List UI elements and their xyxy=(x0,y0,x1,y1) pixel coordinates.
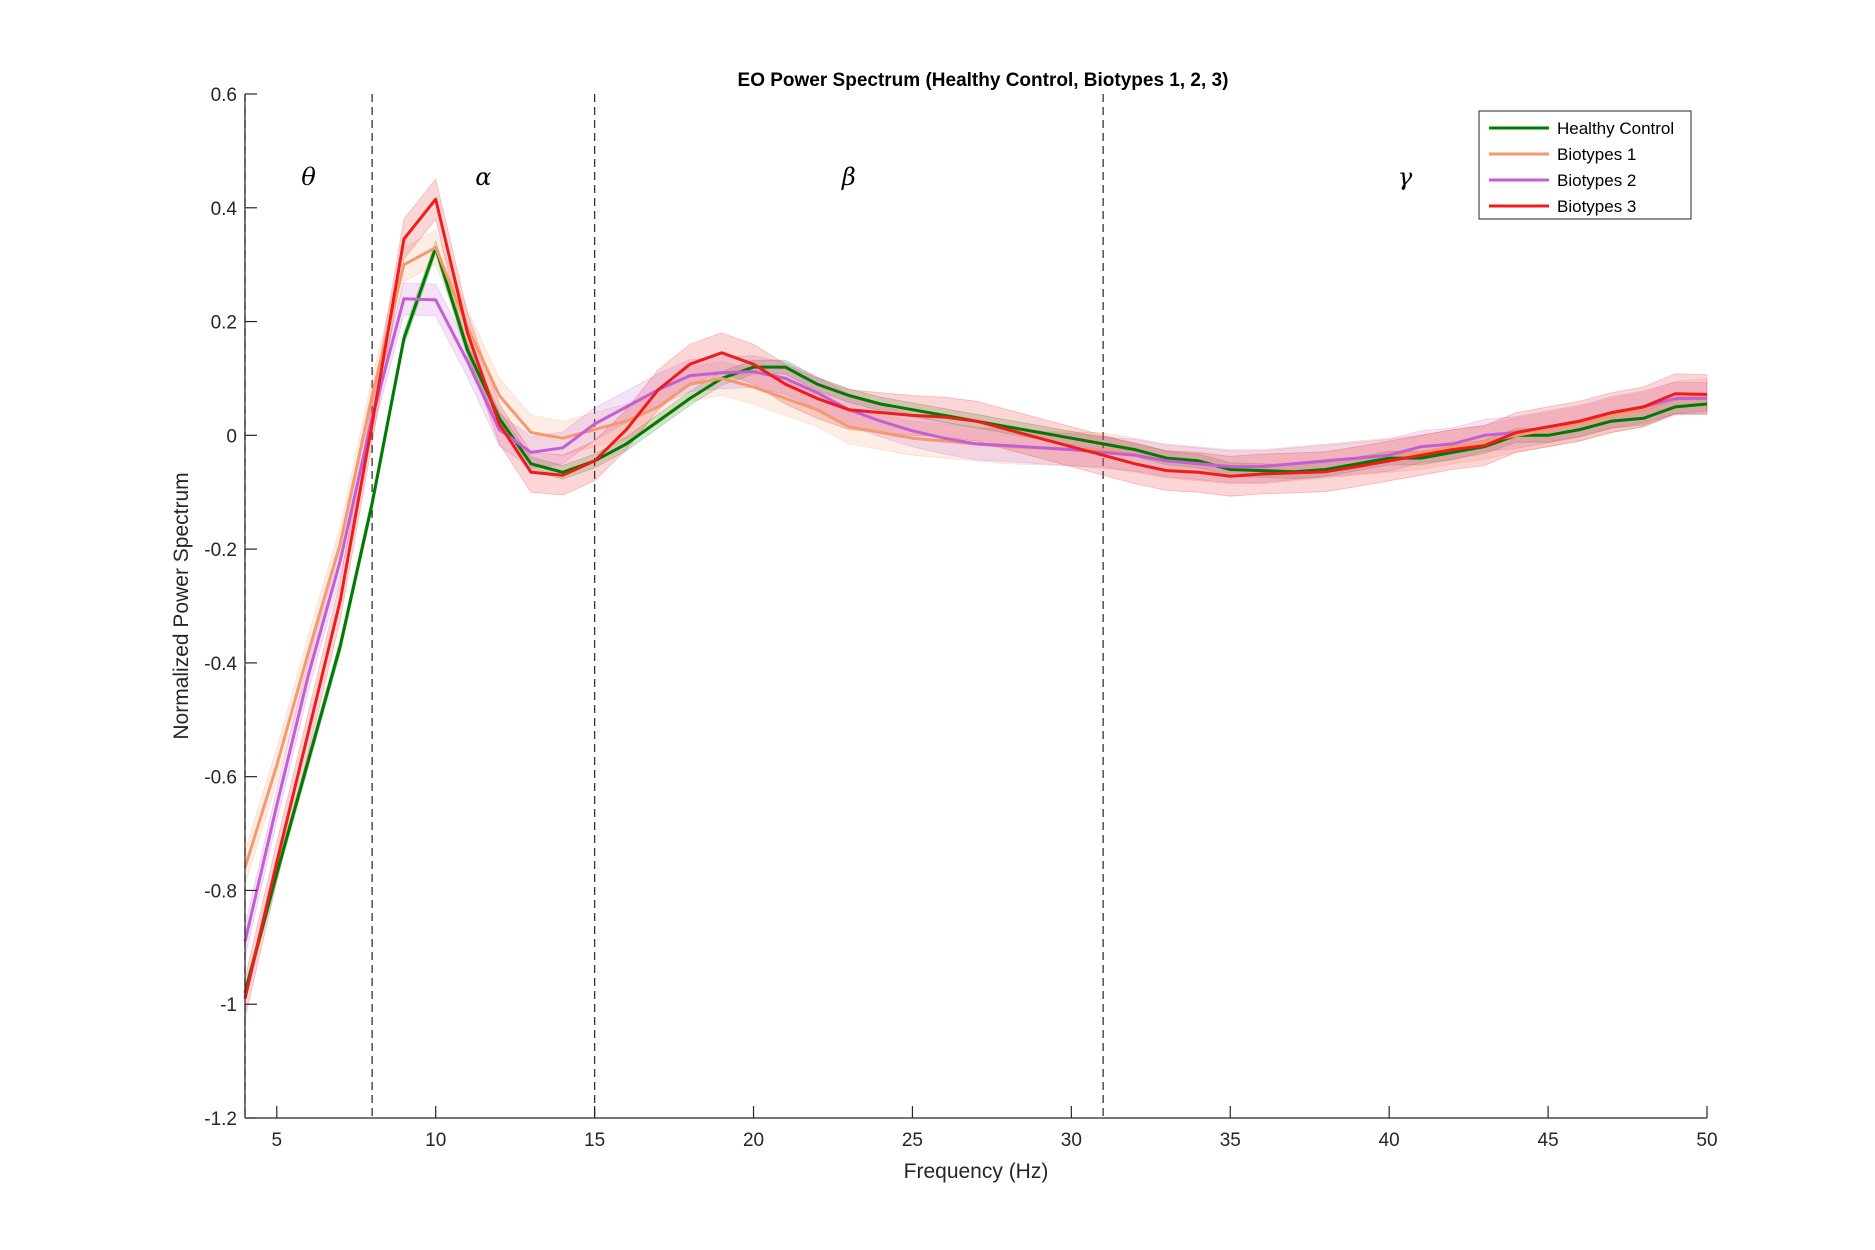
band-label: α xyxy=(475,163,491,191)
x-tick-label: 25 xyxy=(902,1130,923,1151)
band-label: β xyxy=(841,163,856,191)
y-tick-label: -0.4 xyxy=(204,654,237,675)
x-tick-label: 50 xyxy=(1696,1130,1717,1151)
legend-label-2: Biotypes 1 xyxy=(1557,145,1636,164)
y-tick-label: -1 xyxy=(220,995,237,1016)
band-label: γ xyxy=(1398,163,1413,191)
legend-label-3: Biotypes 2 xyxy=(1557,171,1636,190)
series-lines xyxy=(243,197,1708,999)
confidence-band-4 xyxy=(244,178,1708,1019)
confidence-bands xyxy=(244,178,1708,1019)
confidence-band-1 xyxy=(244,239,1708,1000)
x-ticks: 5 10 15 20 25 30 35 40 45 50 xyxy=(271,1106,1718,1151)
x-tick-label: 20 xyxy=(743,1130,764,1151)
y-tick-label: -0.6 xyxy=(204,768,237,789)
confidence-band-2 xyxy=(244,229,1708,885)
x-axis-label: Frequency (Hz) xyxy=(904,1160,1049,1183)
y-ticks: -1.2 -1 -0.8 -0.6 -0.4 -0.2 0 0.2 0.4 0.6 xyxy=(204,85,257,1130)
y-tick-label: 0.6 xyxy=(211,85,237,106)
confidence-band-3 xyxy=(244,282,1708,958)
band-label: θ xyxy=(301,163,316,191)
axes xyxy=(244,94,1707,1119)
x-tick-label: 35 xyxy=(1220,1130,1241,1151)
y-tick-label: 0.4 xyxy=(211,199,238,220)
y-axis-label: Normalized Power Spectrum xyxy=(170,472,193,739)
x-tick-label: 10 xyxy=(425,1130,446,1151)
legend-label-1: Healthy Control xyxy=(1557,119,1674,138)
x-tick-label: 15 xyxy=(584,1130,605,1151)
x-tick-label: 40 xyxy=(1379,1130,1400,1151)
series-line-4 xyxy=(243,197,1708,999)
legend: Healthy Control Biotypes 1 Biotypes 2 Bioty… xyxy=(1478,110,1692,220)
x-tick-label: 45 xyxy=(1538,1130,1559,1151)
y-tick-label: -0.2 xyxy=(204,540,237,561)
y-tick-label: 0 xyxy=(226,426,237,447)
y-tick-label: -0.8 xyxy=(204,881,237,902)
x-tick-label: 5 xyxy=(271,1130,282,1151)
legend-label-4: Biotypes 3 xyxy=(1557,197,1636,216)
y-tick-label: -1.2 xyxy=(204,1109,237,1130)
series-line-3 xyxy=(243,297,1707,942)
x-tick-label: 30 xyxy=(1061,1130,1082,1151)
y-tick-label: 0.2 xyxy=(211,313,237,334)
chart-title: EO Power Spectrum (Healthy Control, Biot… xyxy=(738,70,1229,91)
